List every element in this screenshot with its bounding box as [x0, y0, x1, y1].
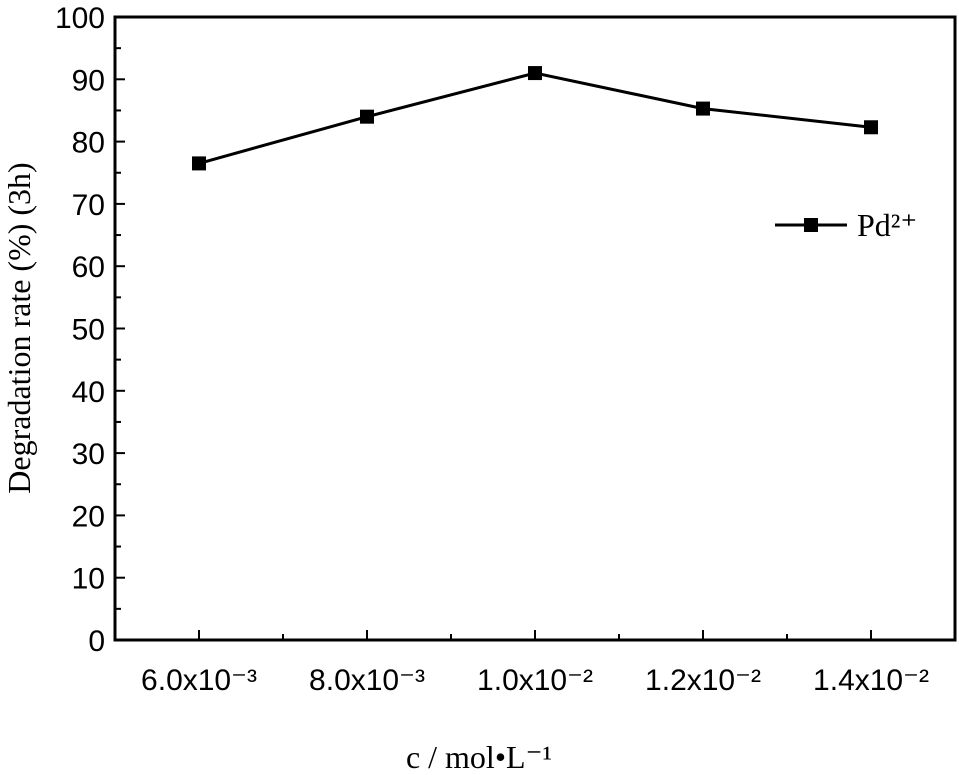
x-tick-label: 1.0x10⁻² — [477, 664, 593, 697]
y-tick-label: 50 — [72, 314, 105, 347]
y-tick-label: 70 — [72, 189, 105, 222]
y-tick-label: 80 — [72, 127, 105, 160]
marker — [360, 109, 374, 124]
marker — [192, 156, 206, 171]
x-tick-label: 1.4x10⁻² — [813, 664, 929, 697]
y-tick-label: 100 — [55, 2, 105, 35]
y-tick-label: 0 — [88, 625, 105, 658]
legend-marker — [804, 218, 818, 232]
y-tick-label: 20 — [72, 500, 105, 533]
y-tick-label: 90 — [72, 64, 105, 97]
y-tick-label: 10 — [72, 563, 105, 596]
y-axis-title: Degradation rate (%) (3h) — [1, 162, 37, 493]
x-tick-label: 6.0x10⁻³ — [141, 664, 257, 697]
series-line — [198, 71, 872, 165]
y-tick-label: 40 — [72, 376, 105, 409]
x-tick-label: 8.0x10⁻³ — [309, 664, 425, 697]
marker — [696, 101, 710, 116]
y-tick-label: 30 — [72, 438, 105, 471]
legend-label: Pd²⁺ — [857, 207, 917, 243]
marker — [528, 66, 542, 81]
y-tick-label: 60 — [72, 251, 105, 284]
x-tick-label: 1.2x10⁻² — [645, 664, 761, 697]
marker — [864, 120, 878, 135]
plot-frame — [113, 15, 957, 642]
x-axis-title: c / mol•L⁻¹ — [406, 739, 552, 775]
